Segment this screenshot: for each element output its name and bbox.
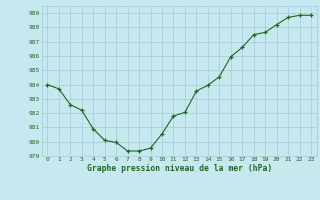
X-axis label: Graphe pression niveau de la mer (hPa): Graphe pression niveau de la mer (hPa): [87, 164, 272, 173]
